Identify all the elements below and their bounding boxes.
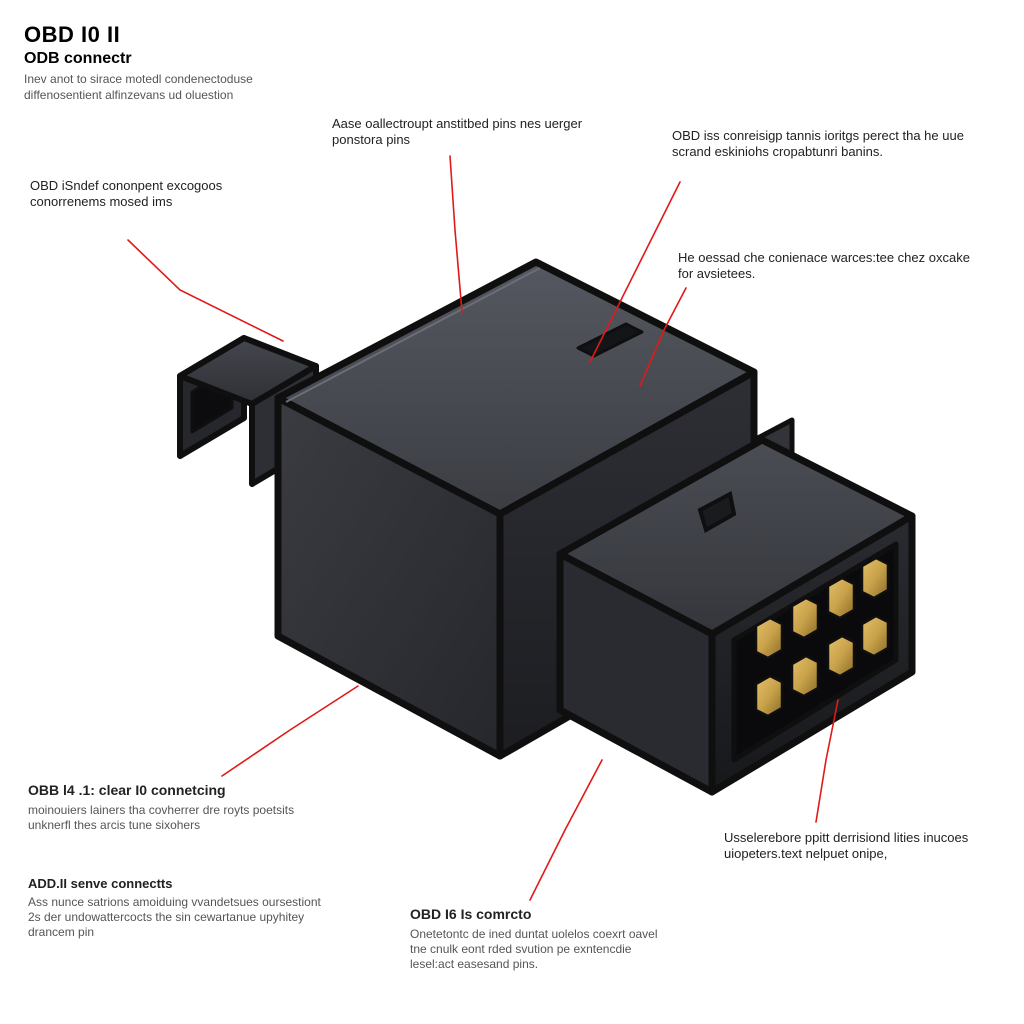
callout-center-top: Aase oallectroupt anstitbed pins nes uer… [332, 116, 592, 149]
leader-center-top [450, 156, 462, 312]
title-main: OBD I0 II [24, 22, 324, 48]
callout-body: moinouiers lainers tha covherrer dre roy… [28, 803, 328, 833]
title-sub: ODB connectr [24, 50, 324, 68]
callout-heading: He oessad che conienace warces:tee chez … [678, 250, 978, 283]
callout-heading: Usselerebore ppitt derrisiond lities inu… [724, 830, 984, 863]
pins [756, 558, 888, 716]
title-desc: Inev anot to sirace motedl condenectodus… [24, 72, 324, 103]
housing-rails [754, 420, 792, 596]
title-block: OBD I0 II ODB connectr Inev anot to sira… [24, 22, 324, 103]
leader-right-top [590, 182, 680, 362]
callout-left-top: OBD iSndef cononpent excogoos conorrenem… [30, 178, 230, 211]
leader-left-top [128, 240, 283, 341]
callout-heading: OBD I6 Is comrcto [410, 906, 670, 924]
callout-heading: Aase oallectroupt anstitbed pins nes uer… [332, 116, 592, 149]
callout-bottom-center-box: OBD I6 Is comrcto Onetetontc de ined dunt… [410, 906, 670, 972]
cable-boot [180, 338, 316, 484]
callout-left-bottom-2: ADD.II senve connectts Ass nunce satrions… [28, 876, 328, 940]
callout-right-mid: He oessad che conienace warces:tee chez … [678, 250, 978, 283]
callout-heading: OBB l4 .1: clear I0 connetcing [28, 782, 328, 800]
leader-right-bottom [816, 700, 838, 822]
leader-right-mid [640, 288, 686, 386]
callout-right-bottom: Usselerebore ppitt derrisiond lities inu… [724, 830, 984, 863]
diagram-canvas: OBD I0 II ODB connectr Inev anot to sira… [0, 0, 1024, 1024]
main-housing [278, 262, 754, 756]
callout-body: Onetetontc de ined duntat uolelos coexrt… [410, 927, 670, 972]
callout-left-bottom-1: OBB l4 .1: clear I0 connetcing moinouiers… [28, 782, 328, 833]
callout-body: Ass nunce satrions amoiduing vvandetsues… [28, 895, 328, 940]
callout-heading: OBD iss conreisigp tannis ioritgs perect… [672, 128, 972, 161]
plug-key [700, 494, 734, 530]
callout-heading: OBD iSndef cononpent excogoos conorrenem… [30, 178, 230, 211]
callout-right-top: OBD iss conreisigp tannis ioritgs perect… [672, 128, 972, 161]
plug-shroud [560, 440, 912, 792]
callout-heading: ADD.II senve connectts [28, 876, 328, 892]
leader-bottom-center-box [530, 760, 602, 900]
socket-face [734, 544, 896, 760]
leader-left-bottom-1 [222, 686, 358, 776]
